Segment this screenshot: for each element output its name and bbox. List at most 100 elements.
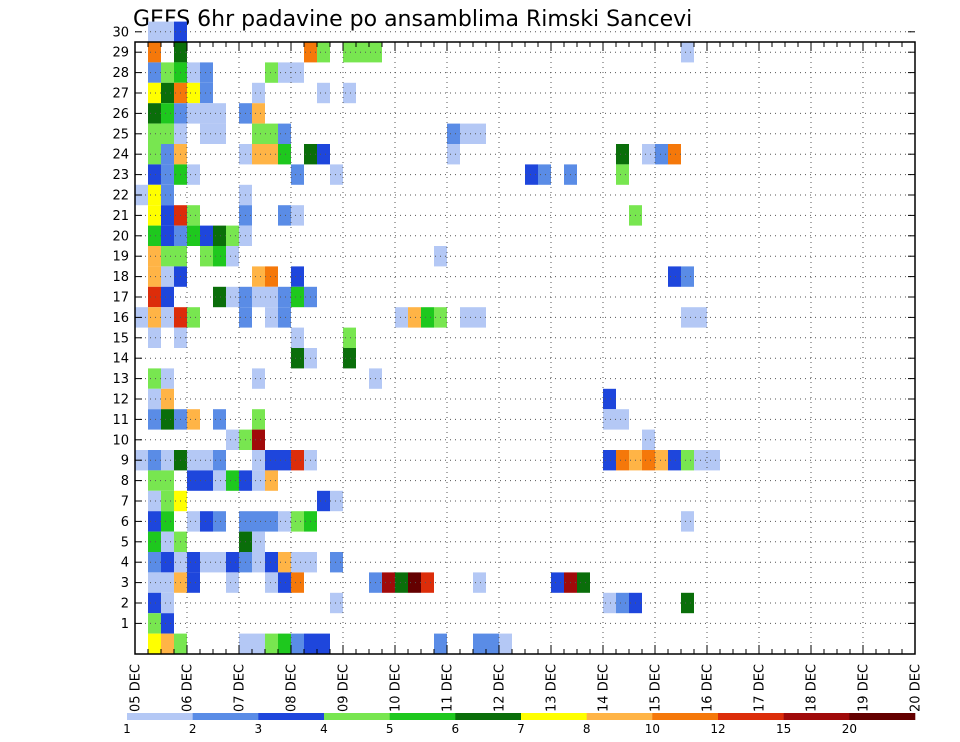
colorbar-label: 4 [320, 722, 328, 736]
heatmap-cell [213, 246, 226, 267]
heatmap-cell [278, 307, 291, 328]
heatmap-cell [148, 286, 161, 308]
heatmap-cell [434, 633, 447, 654]
heatmap-cell [161, 21, 174, 42]
heatmap-cell [148, 592, 161, 614]
heatmap-cell [421, 572, 434, 593]
heatmap-cell [304, 633, 317, 654]
heatmap-cell [317, 144, 330, 165]
heatmap-cell [668, 266, 681, 287]
heatmap-cell [200, 470, 213, 491]
heatmap-cell [603, 409, 616, 430]
heatmap-cell [148, 164, 161, 185]
heatmap-cell [265, 62, 278, 83]
y-tick-label: 10 [112, 433, 129, 448]
y-tick-label: 22 [112, 189, 129, 204]
heatmap-cell [265, 286, 278, 308]
heatmap-cell [161, 490, 174, 512]
heatmap-cell [200, 225, 213, 246]
colorbar-label: 6 [452, 722, 460, 736]
heatmap-cell [226, 572, 239, 593]
heatmap-cell [252, 144, 265, 165]
heatmap-cell [174, 633, 187, 654]
heatmap-cell [278, 123, 291, 144]
heatmap-cell [161, 552, 174, 573]
y-tick-label: 6 [121, 515, 129, 530]
heatmap-cell [473, 123, 486, 144]
heatmap-cell [616, 164, 629, 185]
heatmap-cell [330, 592, 343, 614]
heatmap-cell [343, 348, 356, 369]
heatmap-cell [642, 429, 655, 450]
y-tick-label: 2 [121, 597, 129, 612]
colorbar-segment [718, 713, 784, 720]
y-tick-label: 27 [112, 87, 129, 102]
heatmap-cell [278, 286, 291, 308]
colorbar-label: 2 [189, 722, 197, 736]
heatmap-cell [330, 490, 343, 512]
x-tick-label: 15 DEC [649, 664, 664, 712]
heatmap-cell [187, 552, 200, 573]
heatmap-cell [161, 368, 174, 389]
heatmap-cell [486, 633, 499, 654]
heatmap-cell [148, 552, 161, 573]
heatmap-cell [148, 470, 161, 491]
heatmap-cell [616, 592, 629, 614]
y-tick-label: 3 [121, 576, 129, 591]
heatmap-cell [382, 572, 395, 593]
heatmap-cell [291, 450, 304, 471]
colorbar-label: 15 [776, 722, 791, 736]
y-tick-label: 16 [112, 311, 129, 326]
heatmap-cell [473, 307, 486, 328]
heatmap-cell [668, 450, 681, 471]
grid-lines [135, 31, 915, 654]
heatmap-cell [148, 42, 161, 63]
heatmap-cell [265, 511, 278, 532]
heatmap-cell [252, 103, 265, 124]
heatmap-cell [616, 450, 629, 471]
heatmap-cell [317, 42, 330, 63]
heatmap-cell [330, 552, 343, 573]
heatmap-cell [252, 409, 265, 430]
heatmap-cell [356, 42, 369, 63]
colorbar-segment [455, 713, 522, 720]
heatmap-cell [161, 592, 174, 614]
heatmap-cell [499, 633, 512, 654]
colorbar-label: 7 [517, 722, 525, 736]
heatmap-cell [252, 633, 265, 654]
y-tick-label: 21 [112, 209, 129, 224]
y-tick-label: 28 [112, 66, 129, 81]
heatmap-cell [681, 42, 694, 63]
heatmap-cell [278, 572, 291, 593]
heatmap-cell [187, 62, 200, 83]
heatmap-cell [421, 307, 434, 328]
heatmap-cell [148, 62, 161, 83]
colorbar-label: 20 [842, 722, 857, 736]
heatmap-cell [681, 307, 694, 328]
y-tick-label: 24 [112, 148, 129, 163]
x-tick-label: 19 DEC [857, 664, 872, 712]
heatmap-cell [226, 552, 239, 573]
heatmap-cell [161, 531, 174, 552]
heatmap-cell [278, 511, 291, 532]
heatmap-cell [265, 123, 278, 144]
heatmap-cell [213, 470, 226, 491]
heatmap-cells [135, 21, 720, 654]
heatmap-cell [200, 450, 213, 471]
x-tick-label: 16 DEC [701, 664, 716, 712]
heatmap-cell [148, 327, 161, 348]
colorbar-label: 1 [123, 722, 131, 736]
heatmap-cell [226, 246, 239, 267]
heatmap-cell [317, 490, 330, 512]
colorbar-segment [652, 713, 719, 720]
heatmap-cell [525, 164, 538, 185]
heatmap-cell [447, 123, 460, 144]
heatmap-cell [278, 552, 291, 573]
heatmap-cell [473, 633, 486, 654]
heatmap-cell [291, 511, 304, 532]
heatmap-cell [408, 307, 421, 328]
x-tick-label: 07 DEC [233, 664, 248, 712]
heatmap-cell [291, 327, 304, 348]
heatmap-cell [265, 144, 278, 165]
heatmap-cell [148, 511, 161, 532]
